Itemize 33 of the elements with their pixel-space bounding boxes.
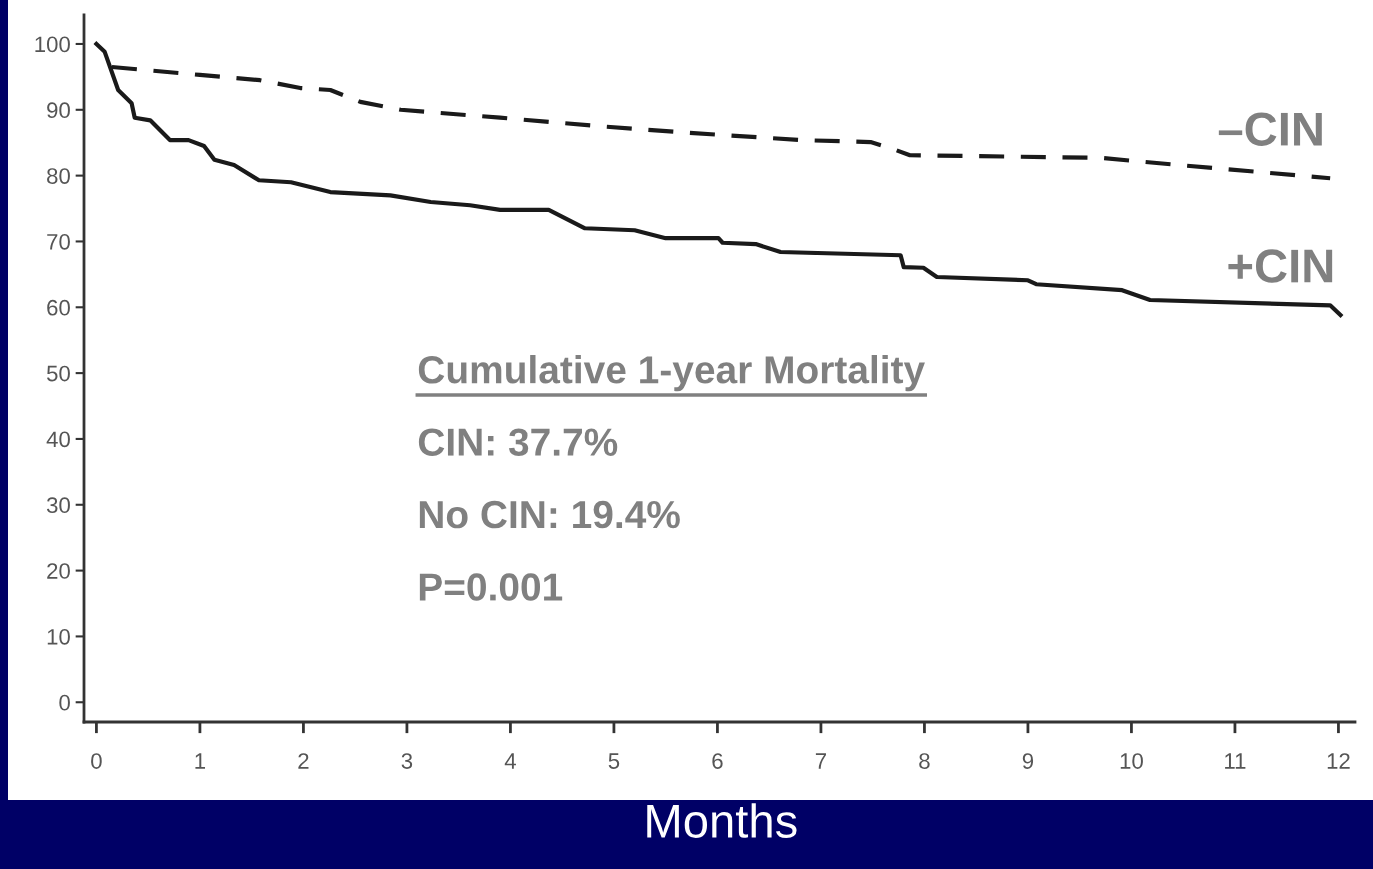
line-series <box>109 64 1333 181</box>
x-tick-label: 8 <box>919 753 930 769</box>
x-tick-label: 11 <box>1225 753 1246 769</box>
x-tick-label: 3 <box>401 753 413 769</box>
x-tick-label: 12 <box>1327 753 1350 769</box>
y-tick-label: 30 <box>46 497 70 514</box>
annotation: CIN: 37.7% <box>418 428 618 457</box>
y-tick-label: 60 <box>47 299 70 316</box>
y-tick-label: 0 <box>59 694 70 711</box>
y-tick-label: 50 <box>46 365 70 382</box>
series-label: –CIN <box>1218 112 1322 146</box>
y-tick-label: 40 <box>46 431 70 448</box>
x-tick-label: 4 <box>504 753 516 769</box>
x-tick-label: 7 <box>815 753 826 769</box>
y-tick-label: 90 <box>47 102 70 119</box>
series-label: +CIN <box>1228 249 1333 283</box>
annotation: P=0.001 <box>419 573 563 601</box>
x-tick-label: 2 <box>298 753 309 769</box>
x-tick-label: 9 <box>1022 753 1034 769</box>
y-tick-label: 80 <box>47 168 70 184</box>
y-tick-label: 10 <box>47 628 70 645</box>
x-axis-title: Months <box>647 803 797 838</box>
y-tick-label: 70 <box>47 233 70 250</box>
y-tick-label: 20 <box>47 563 70 579</box>
x-tick-label: 10 <box>1120 753 1143 769</box>
annotation: Cumulative 1-year Mortality <box>418 354 925 392</box>
line-series <box>94 41 1343 318</box>
y-tick-label: 100 <box>35 36 70 53</box>
x-tick-label: 1 <box>195 753 206 769</box>
annotation: No CIN: 19.4% <box>419 500 680 529</box>
x-tick-label: 5 <box>608 753 620 769</box>
x-tick-label: 6 <box>712 753 723 769</box>
x-tick-label: 0 <box>91 753 102 769</box>
